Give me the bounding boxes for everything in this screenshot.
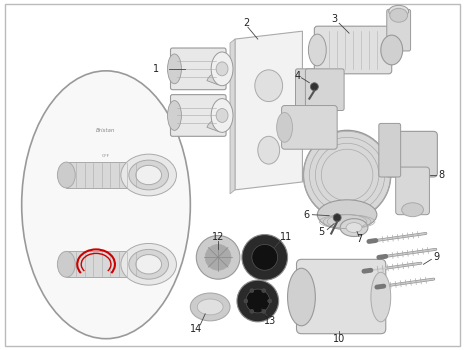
Circle shape	[268, 299, 272, 303]
Ellipse shape	[57, 162, 75, 188]
Text: 9: 9	[433, 252, 439, 262]
Ellipse shape	[22, 71, 190, 339]
Text: 12: 12	[212, 232, 224, 243]
Circle shape	[244, 299, 248, 303]
Ellipse shape	[308, 34, 326, 66]
Ellipse shape	[136, 165, 161, 185]
Ellipse shape	[167, 54, 181, 84]
Text: 6: 6	[303, 210, 310, 220]
Ellipse shape	[216, 108, 228, 122]
Ellipse shape	[258, 136, 279, 164]
FancyBboxPatch shape	[282, 106, 337, 149]
FancyBboxPatch shape	[171, 48, 226, 90]
FancyBboxPatch shape	[387, 9, 411, 51]
Wedge shape	[207, 119, 229, 131]
Ellipse shape	[216, 62, 228, 76]
Ellipse shape	[136, 254, 161, 274]
Ellipse shape	[121, 244, 176, 285]
Text: 11: 11	[280, 232, 292, 243]
Ellipse shape	[246, 289, 270, 313]
Ellipse shape	[237, 280, 279, 322]
Text: 14: 14	[190, 324, 202, 334]
FancyBboxPatch shape	[314, 26, 392, 74]
Ellipse shape	[381, 35, 403, 65]
Ellipse shape	[252, 244, 278, 270]
Ellipse shape	[277, 112, 292, 142]
Ellipse shape	[340, 219, 368, 237]
Circle shape	[250, 289, 254, 293]
Ellipse shape	[310, 83, 319, 91]
Ellipse shape	[287, 268, 315, 326]
Text: 4: 4	[294, 71, 300, 81]
Ellipse shape	[390, 8, 408, 22]
Ellipse shape	[304, 130, 391, 220]
Ellipse shape	[371, 272, 391, 322]
Ellipse shape	[402, 203, 424, 217]
Ellipse shape	[242, 234, 287, 280]
Text: 5: 5	[318, 226, 325, 237]
Wedge shape	[207, 73, 229, 85]
Text: 10: 10	[333, 334, 345, 344]
Text: OFF: OFF	[102, 154, 110, 158]
FancyBboxPatch shape	[306, 69, 344, 111]
Ellipse shape	[255, 70, 283, 101]
Polygon shape	[66, 162, 149, 188]
Circle shape	[262, 289, 266, 293]
Ellipse shape	[389, 5, 409, 17]
FancyBboxPatch shape	[171, 94, 226, 136]
Text: 13: 13	[264, 316, 276, 326]
Ellipse shape	[129, 160, 168, 190]
FancyBboxPatch shape	[295, 69, 324, 122]
Polygon shape	[66, 251, 149, 277]
FancyBboxPatch shape	[396, 167, 429, 215]
Text: 2: 2	[243, 18, 249, 28]
Text: 3: 3	[331, 14, 337, 24]
Ellipse shape	[211, 52, 233, 86]
Polygon shape	[230, 39, 235, 194]
Text: 8: 8	[438, 170, 445, 180]
Text: 7: 7	[356, 234, 362, 245]
Ellipse shape	[211, 99, 233, 132]
Ellipse shape	[197, 299, 223, 315]
Circle shape	[250, 309, 254, 313]
Text: 1: 1	[153, 64, 159, 74]
Ellipse shape	[346, 223, 362, 232]
FancyBboxPatch shape	[385, 131, 438, 177]
Ellipse shape	[190, 293, 230, 321]
Ellipse shape	[317, 200, 377, 230]
Ellipse shape	[121, 154, 176, 196]
Polygon shape	[235, 31, 302, 190]
Ellipse shape	[57, 251, 75, 277]
Text: Bristan: Bristan	[96, 128, 116, 133]
Ellipse shape	[129, 250, 168, 279]
Ellipse shape	[205, 244, 231, 270]
Ellipse shape	[167, 100, 181, 130]
FancyBboxPatch shape	[379, 124, 401, 177]
Circle shape	[262, 309, 266, 313]
Ellipse shape	[333, 214, 341, 222]
FancyBboxPatch shape	[297, 259, 386, 334]
Ellipse shape	[196, 236, 240, 279]
